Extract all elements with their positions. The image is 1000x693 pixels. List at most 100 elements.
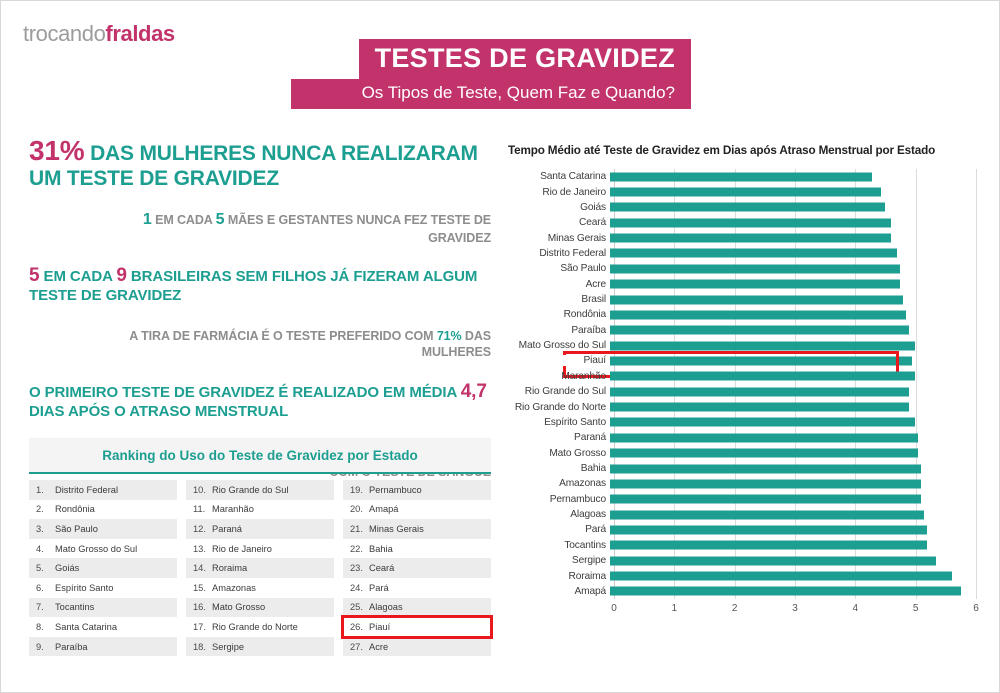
chart-bar — [610, 295, 903, 305]
ranking-state-name: Paraíba — [55, 641, 88, 652]
ranking-row: 26. Piauí — [341, 615, 493, 639]
ranking-row: 23. Ceará — [343, 558, 491, 578]
chart-category-label: Mato Grosso do Sul — [518, 340, 606, 352]
chart-category-label: Santa Catarina — [540, 171, 606, 183]
chart-bar — [610, 540, 928, 550]
ranking-column-1: 1. Distrito Federal 2. Rondônia 3. São Paulo 4… — [29, 480, 177, 657]
ranking-row: 14. Roraima — [186, 558, 334, 578]
ranking-position: 2. — [36, 504, 44, 515]
chart-category-label: Rio Grande do Norte — [514, 401, 606, 413]
logo-text-secondary: fraldas — [105, 21, 175, 46]
gridline-2 — [734, 169, 736, 599]
stat-average-days-value: 4,7 — [460, 380, 487, 402]
chart-bar — [610, 233, 891, 243]
ranking-position: 17. — [193, 621, 206, 632]
chart-bar-track — [610, 384, 976, 399]
ranking-state-name: Pará — [369, 582, 389, 593]
ranking-position: 1. — [36, 484, 44, 495]
chart-bar — [610, 202, 885, 212]
chart-bar-track — [610, 584, 976, 599]
chart-bar-row: Alagoas — [506, 507, 976, 522]
chart-bar — [610, 279, 900, 289]
ranking-row: 7. Tocantins — [29, 597, 177, 618]
chart-bar — [610, 417, 915, 427]
chart-title: Tempo Médio até Teste de Gravidez em Dia… — [508, 144, 936, 157]
chart-bar-row: Roraima — [506, 568, 976, 583]
ranking-state-name: Acre — [369, 641, 389, 652]
chart-category-label: Rondônia — [563, 309, 607, 321]
ranking-position: 7. — [36, 602, 44, 613]
chart-category-label: Alagoas — [570, 509, 606, 521]
ranking-state-name: São Paulo — [55, 523, 98, 534]
chart-bar-row: Sergipe — [506, 553, 976, 568]
ranking-state-name: Mato Grosso do Sul — [55, 543, 138, 554]
stat-never-tested-text: DAS MULHERES NUNCA REALIZARAM UM TESTE D… — [29, 142, 478, 191]
logo-text-primary: trocando — [23, 21, 106, 46]
ranking-position: 5. — [36, 563, 44, 574]
chart-bar — [610, 494, 922, 504]
ranking-position: 16. — [193, 602, 206, 613]
chart-bar-row: Rio Grande do Sul — [506, 384, 976, 399]
ranking-row: 1. Distrito Federal — [29, 480, 177, 500]
chart-category-label: Paraíba — [571, 324, 606, 336]
chart-bar-row: Paraíba — [506, 323, 976, 338]
stat-average-days: O PRIMEIRO TESTE DE GRAVIDEZ É REALIZADO… — [29, 380, 491, 421]
ranking-state-name: Amapá — [369, 504, 399, 515]
ranking-table: Ranking do Uso do Teste de Gravidez por … — [29, 438, 493, 657]
ranking-state-name: Rondônia — [55, 504, 95, 515]
chart-category-label: Sergipe — [571, 555, 606, 567]
stat-never-tested-value: 31% — [29, 135, 85, 166]
ranking-state-name: Tocantins — [55, 602, 95, 613]
bar-chart: Tempo Médio até Teste de Gravidez em Dia… — [506, 144, 979, 621]
chart-bar-track — [610, 415, 976, 430]
chart-bar-row: Minas Gerais — [506, 230, 976, 245]
x-tick-label: 0 — [611, 603, 617, 614]
ranking-columns: 1. Distrito Federal 2. Rondônia 3. São Paulo 4… — [29, 480, 493, 657]
chart-bar-track — [610, 307, 976, 322]
chart-category-label: Pará — [585, 524, 606, 536]
ranking-state-name: Pernambuco — [369, 484, 422, 495]
chart-bar-track — [610, 507, 976, 522]
chart-bar-track — [610, 399, 976, 414]
ranking-state-name: Rio de Janeiro — [212, 543, 272, 554]
chart-bar — [610, 248, 897, 258]
chart-bar-row: Distrito Federal — [506, 246, 976, 261]
chart-bar-row: Rondônia — [506, 307, 976, 322]
chart-category-label: Brasil — [581, 294, 606, 306]
chart-bar — [610, 172, 873, 182]
chart-bar-track — [610, 184, 976, 199]
chart-category-label: Maranhão — [561, 370, 606, 382]
chart-bar-row: Tocantins — [506, 538, 976, 553]
ranking-position: 21. — [350, 523, 363, 534]
chart-bar-track — [610, 261, 976, 276]
ranking-position: 8. — [36, 621, 44, 632]
chart-bar — [610, 433, 919, 443]
ranking-table-title: Ranking do Uso do Teste de Gravidez por … — [29, 438, 491, 474]
x-tick-label: 6 — [973, 603, 979, 614]
ranking-state-name: Amazonas — [212, 582, 256, 593]
stat-one-in-five-text: MÃES E GESTANTES NUNCA FEZ TESTE DE GRAV… — [227, 212, 491, 246]
chart-bars: Santa Catarina Rio de Janeiro Goiás Ceará Mi… — [506, 169, 976, 599]
chart-category-label: Rio de Janeiro — [542, 186, 606, 198]
chart-bar — [610, 387, 909, 397]
ranking-row: 20. Amapá — [343, 500, 491, 520]
ranking-row: 2. Rondônia — [29, 500, 177, 520]
chart-bar-row: Ceará — [506, 215, 976, 230]
ranking-state-name: Bahia — [369, 543, 393, 554]
chart-category-label: São Paulo — [560, 263, 606, 275]
ranking-position: 27. — [350, 641, 363, 652]
ranking-row: 9. Paraíba — [29, 636, 177, 657]
chart-category-label: Goiás — [580, 201, 606, 213]
ranking-position: 15. — [193, 582, 206, 593]
chart-bar-row: Amapá — [506, 584, 976, 599]
chart-bar-track — [610, 338, 976, 353]
chart-bar-track — [610, 461, 976, 476]
ranking-position: 13. — [193, 543, 206, 554]
chart-bar-track — [610, 369, 976, 384]
chart-x-axis: 0 1 2 3 4 5 6 — [611, 601, 979, 621]
ranking-position: 24. — [350, 582, 363, 593]
chart-bar — [610, 356, 912, 366]
chart-bar-track — [610, 522, 976, 537]
chart-bar — [610, 218, 891, 228]
